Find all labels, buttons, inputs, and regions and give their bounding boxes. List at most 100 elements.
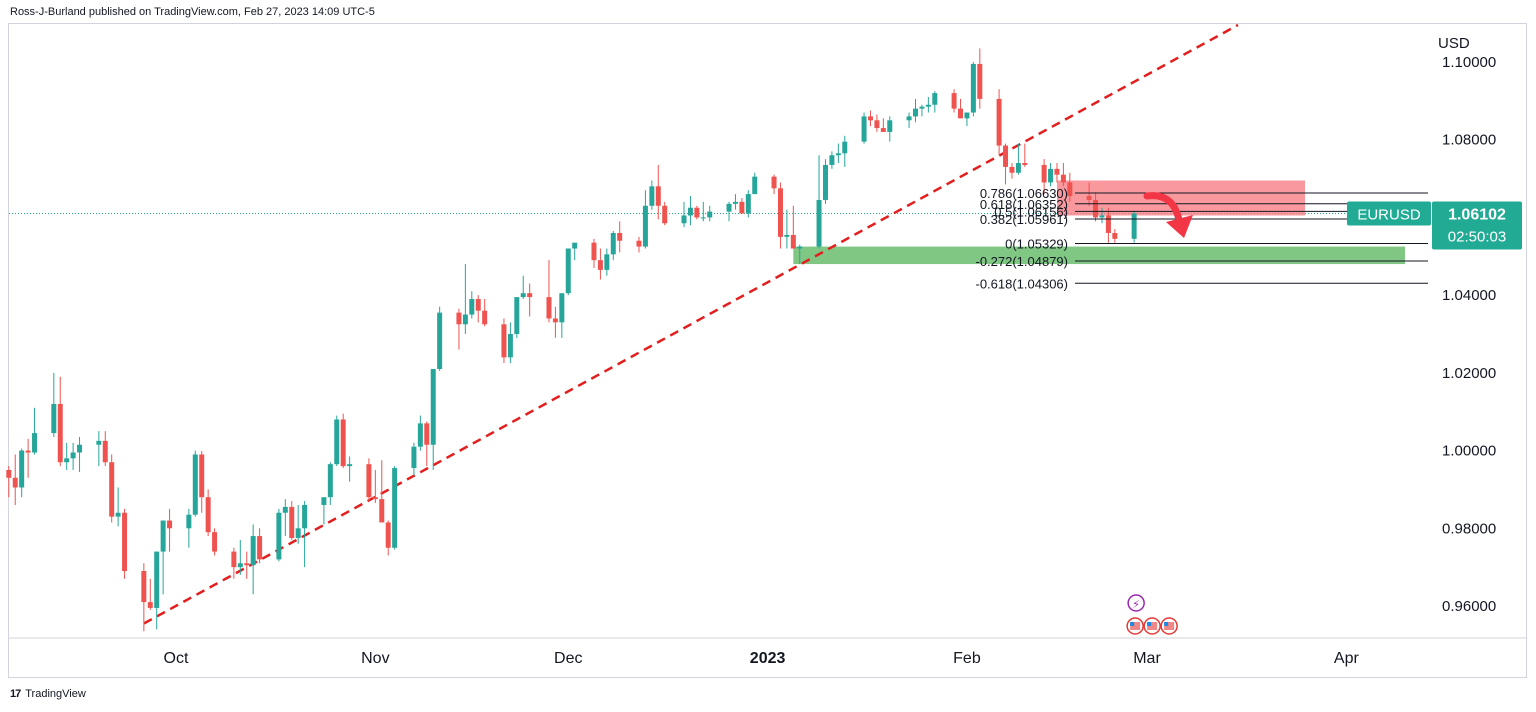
candle-body	[662, 205, 668, 224]
demand-zone	[793, 246, 1405, 265]
publisher-attribution: Ross-J-Burland published on TradingView.…	[10, 6, 375, 18]
annotations: ⚡ EURUSD 1.06102 02:50:03	[1126, 192, 1522, 635]
x-tick-label: Mar	[1133, 650, 1161, 667]
candle-body	[861, 116, 867, 142]
candle-body	[964, 112, 970, 119]
candle-body	[1003, 145, 1009, 167]
candle-body	[12, 477, 18, 488]
candle-body	[700, 217, 706, 219]
candle-body	[96, 440, 102, 445]
candle-body	[231, 551, 237, 568]
candle-body	[565, 248, 571, 294]
candle-body	[482, 310, 488, 325]
tradingview-logo-icon: 17	[10, 688, 21, 700]
x-tick-label: Feb	[953, 650, 981, 667]
bearish-arrow-head-icon	[1166, 215, 1193, 238]
x-tick-label: Nov	[361, 650, 389, 667]
candle-body	[109, 462, 115, 517]
candle-body	[1015, 163, 1021, 173]
candle-body	[51, 403, 57, 434]
candle-body	[501, 324, 507, 358]
candle-body	[1054, 168, 1060, 175]
fib-label: 0.382(1.05961)	[980, 212, 1068, 227]
candle-body	[880, 128, 886, 132]
candle-body	[1009, 166, 1015, 173]
y-tick-label: 1.00000	[1442, 443, 1496, 460]
y-tick-label: 1.02000	[1442, 365, 1496, 382]
candle-body	[572, 242, 578, 249]
candle-body	[385, 522, 391, 548]
candle-body	[1112, 232, 1118, 239]
candle-body	[726, 203, 732, 212]
candle-body	[707, 211, 713, 218]
candle-body	[835, 153, 841, 156]
candle-body	[1086, 196, 1092, 200]
us-flag-canton	[1147, 622, 1152, 626]
candle-body	[77, 444, 83, 453]
currency-label: USD	[1438, 35, 1470, 52]
candle-body	[417, 423, 423, 447]
price-badge	[1432, 201, 1522, 250]
candle-body	[822, 164, 828, 200]
candle-body	[70, 452, 76, 459]
x-tick-label: 2023	[750, 650, 786, 667]
candle-body	[1041, 164, 1047, 183]
countdown-label: 02:50:03	[1448, 228, 1506, 245]
candle-body	[996, 98, 1002, 146]
candle-body	[289, 506, 295, 538]
candle-body	[32, 433, 38, 453]
candle-body	[462, 314, 468, 325]
candle-body	[617, 232, 623, 241]
us-flag-stripes	[1147, 622, 1158, 630]
candle-body	[250, 536, 256, 566]
candle-body	[771, 176, 777, 189]
candle-body	[874, 120, 880, 129]
candle-body	[694, 207, 700, 218]
us-flag-canton	[1164, 622, 1169, 626]
candle-body	[115, 512, 121, 517]
candle-body	[797, 246, 803, 249]
candle-body	[739, 201, 745, 214]
candle-body	[687, 207, 693, 216]
candle-body	[205, 497, 211, 533]
candle-body	[842, 141, 848, 154]
candle-body	[1131, 213, 1137, 239]
y-tick-label: 1.08000	[1442, 132, 1496, 149]
candle-body	[1022, 163, 1028, 165]
candle-body	[237, 563, 243, 568]
y-tick-label: 0.96000	[1442, 598, 1496, 615]
event-lightning-icon	[1127, 594, 1145, 612]
candle-body	[925, 104, 931, 107]
y-tick-label: 1.04000	[1442, 287, 1496, 304]
candle-body	[867, 116, 873, 121]
fib-label: 0.5(1.06156)	[994, 204, 1068, 219]
candle-body	[25, 450, 31, 453]
candle-body	[456, 312, 462, 325]
candle-body	[366, 464, 372, 498]
candle-body	[958, 108, 964, 119]
candle-body	[430, 368, 436, 445]
last-price-label: 1.06102	[1448, 206, 1506, 223]
symbol-label: EURUSD	[1357, 206, 1421, 223]
fib-label: -0.618(1.04306)	[975, 276, 1068, 291]
candle-body	[951, 93, 957, 109]
candle-body	[636, 240, 642, 247]
axes: 1.100001.080001.060001.040001.020001.000…	[9, 35, 1527, 667]
candle-body	[591, 242, 597, 261]
footer: 17 TradingView	[10, 688, 86, 700]
candle-body	[913, 108, 919, 117]
candle-body	[411, 446, 417, 469]
fib-label: 0.618(1.06352)	[980, 197, 1068, 212]
candle-body	[327, 464, 333, 498]
candle-body	[597, 260, 603, 270]
candle-body	[777, 188, 783, 237]
candle-body	[334, 419, 340, 465]
x-tick-label: Oct	[164, 650, 189, 667]
candle-body	[604, 254, 610, 270]
candle-body	[167, 520, 173, 529]
candle-body	[745, 194, 751, 214]
candle-body	[681, 215, 687, 224]
candle-body	[212, 532, 218, 552]
candle-body	[392, 468, 398, 548]
